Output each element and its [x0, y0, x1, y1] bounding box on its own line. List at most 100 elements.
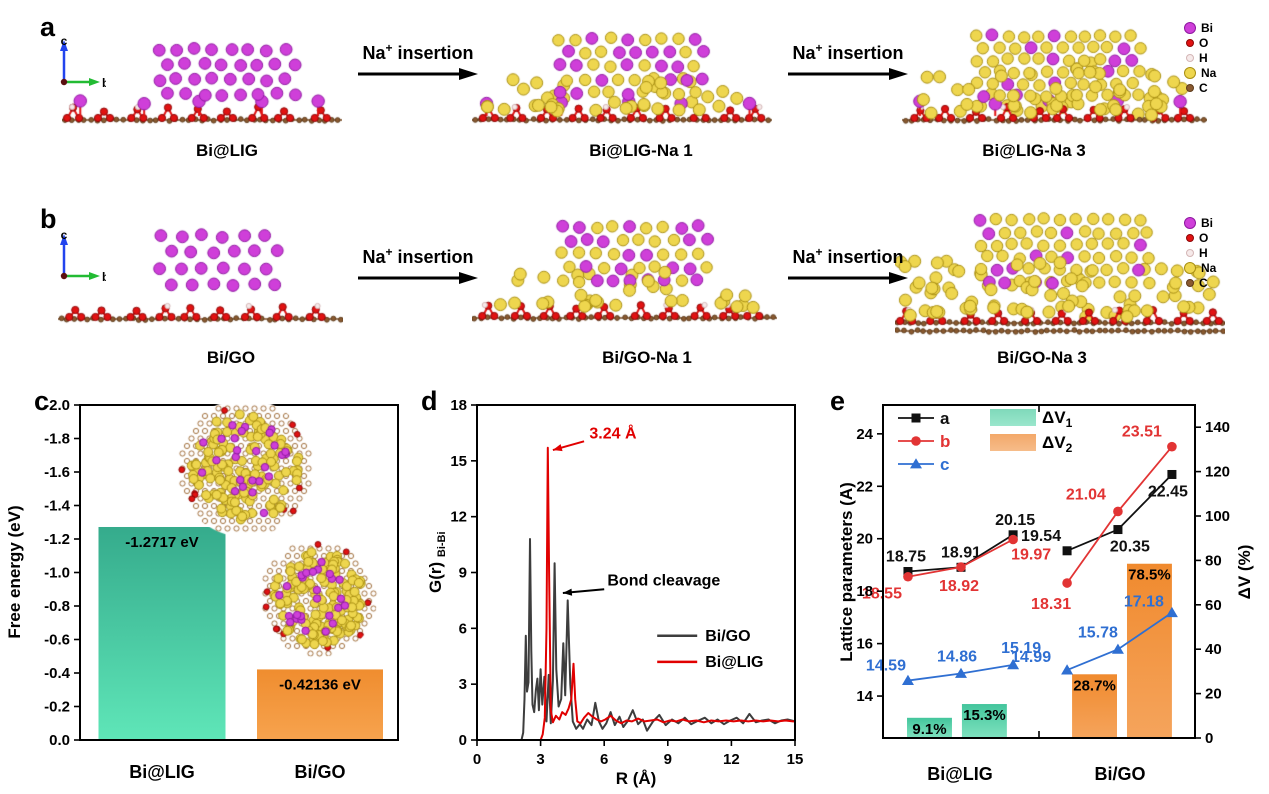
- x-tick-label: 15: [787, 751, 804, 768]
- atom-legend-label: C: [1199, 81, 1208, 95]
- y-tick-label: -1.8: [44, 431, 70, 448]
- structure-label: Bi/GO-Na 3: [997, 348, 1087, 367]
- x-tick-label: 9: [664, 751, 672, 768]
- curve-Bi@LIG: [477, 446, 795, 741]
- structure-label: Bi@LIG-Na 1: [589, 141, 693, 160]
- atom-color-legend: Bi O H Na C: [1184, 21, 1216, 95]
- atom-legend-item: C: [1184, 276, 1216, 290]
- y-tick-label: 6: [459, 620, 467, 637]
- na-insertion-annotation: Na+ insertion: [782, 246, 914, 285]
- structure-label: Bi/GO: [206, 348, 256, 367]
- legend-swatch: [990, 434, 1036, 451]
- bar-value-label: -1.2717 eV: [125, 534, 198, 551]
- na-insertion-label: Na+ insertion: [362, 245, 474, 267]
- data-point-label: 18.31: [1031, 596, 1071, 613]
- atom-legend-label: H: [1199, 51, 1208, 65]
- na-insertion-label: Na+ insertion: [792, 41, 904, 63]
- c-atom-icon: [1186, 84, 1194, 92]
- panel-d-letter: d: [421, 386, 438, 416]
- atom-legend-item: Bi: [1184, 21, 1216, 35]
- data-point-label: 17.18: [1124, 594, 1164, 611]
- y-tick-label: -1.6: [44, 464, 70, 481]
- bar-percsearch-label: 28.7%: [1073, 677, 1116, 694]
- right-tick-label: 120: [1205, 464, 1230, 481]
- h-atom-icon: [1186, 54, 1194, 62]
- x-axis-title: R (Å): [616, 769, 657, 788]
- delta-v-bar: [1126, 563, 1172, 738]
- atom-legend-item: O: [1184, 231, 1216, 245]
- cluster-inset-bi-go: [258, 538, 378, 658]
- bi-atom-icon: [1184, 217, 1196, 229]
- right-tick-label: 80: [1205, 552, 1222, 569]
- data-point-label: 20.15: [995, 512, 1035, 529]
- atom-legend-label: O: [1199, 36, 1209, 50]
- legend-swatch: [990, 409, 1036, 426]
- y-tick-label: -1.0: [44, 565, 70, 582]
- panel-a-letter: a: [40, 12, 56, 42]
- data-point-label: 18.92: [939, 578, 979, 595]
- legend-swatch-label: ΔV2: [1042, 433, 1073, 455]
- right-tick-label: 100: [1205, 508, 1230, 525]
- data-point-label: 14.99: [1011, 649, 1051, 666]
- y-tick-label: 0.0: [49, 732, 70, 749]
- y-tick-label: -0.6: [44, 632, 70, 649]
- left-axis-title: Lattice parameters (Å): [840, 482, 856, 662]
- structure-image-bi-go-na1: [472, 212, 777, 332]
- data-point-label: 19.54: [1021, 528, 1061, 545]
- bar-percsearch-label: 15.3%: [963, 707, 1006, 724]
- atom-legend-label: O: [1199, 231, 1209, 245]
- atom-legend-item: Bi: [1184, 216, 1216, 230]
- right-arrow-icon: [358, 272, 478, 284]
- annotation-text: Bond cleavage: [607, 573, 720, 590]
- x-tick-label: 12: [723, 751, 740, 768]
- c-atom-icon: [1186, 279, 1194, 287]
- y-tick-label: 0: [459, 732, 467, 749]
- category-label: Bi@LIG: [927, 764, 993, 784]
- cluster-inset-bi-lig: [175, 398, 315, 538]
- data-point-label: 20.35: [1110, 539, 1150, 556]
- free-energy-bar-chart: -1.2717 eV -0.42136 eV -2.0 -1.8 -1.6 -1.4 -1.…: [5, 397, 399, 782]
- structure-label: Bi@LIG-Na 3: [982, 141, 1086, 160]
- na-insertion-annotation: Na+ insertion: [352, 246, 484, 285]
- na-insertion-label: Na+ insertion: [362, 41, 474, 63]
- left-tick-label: 20: [856, 531, 873, 548]
- atom-legend-item: Na: [1184, 66, 1216, 80]
- free-energy-bar: [98, 526, 226, 740]
- right-arrow-icon: [788, 272, 908, 284]
- o-atom-icon: [1186, 234, 1194, 242]
- panel-e-letter: e: [830, 386, 846, 416]
- y-tick-label: -2.0: [44, 397, 70, 414]
- atom-legend-item: H: [1184, 51, 1216, 65]
- delta-v-bar: [1072, 674, 1117, 738]
- right-axis-title: ΔV (%): [1235, 545, 1254, 600]
- legend-swatch-label: ΔV1: [1042, 408, 1073, 430]
- bar-percsearch-label: 78.5%: [1128, 567, 1171, 584]
- legend-label: Bi/GO: [705, 628, 750, 645]
- structure-image-bi-lig: [62, 26, 342, 134]
- data-point-label: 15.78: [1078, 624, 1118, 641]
- left-tick-label: 24: [856, 426, 873, 443]
- y-tick-label: -0.2: [44, 699, 70, 716]
- data-point-label: 23.51: [1122, 424, 1162, 441]
- free-energy-bar: [257, 669, 383, 740]
- atom-legend-label: C: [1199, 276, 1208, 290]
- delta-v-bar: [961, 704, 1007, 738]
- right-tick-label: 20: [1205, 686, 1222, 703]
- data-point-label: 22.45: [1148, 483, 1188, 500]
- atom-legend-item: O: [1184, 36, 1216, 50]
- legend-series-label: b: [940, 432, 950, 451]
- bar-value-label: -0.42136 eV: [279, 676, 361, 693]
- data-point-label: 19.97: [1011, 547, 1051, 564]
- y-tick-label: 18: [450, 397, 467, 414]
- category-label: Bi/GO: [1094, 764, 1145, 784]
- structure-label: Bi/GO-Na 1: [602, 348, 692, 367]
- structure-image-bi-go-na3: [895, 205, 1225, 337]
- y-tick-label: 9: [459, 565, 467, 582]
- na-atom-icon: [1184, 67, 1196, 79]
- annotation-text: 3.24 Å: [589, 424, 637, 443]
- left-tick-label: 16: [856, 636, 873, 653]
- right-arrow-icon: [358, 68, 478, 80]
- right-tick-label: 40: [1205, 641, 1222, 658]
